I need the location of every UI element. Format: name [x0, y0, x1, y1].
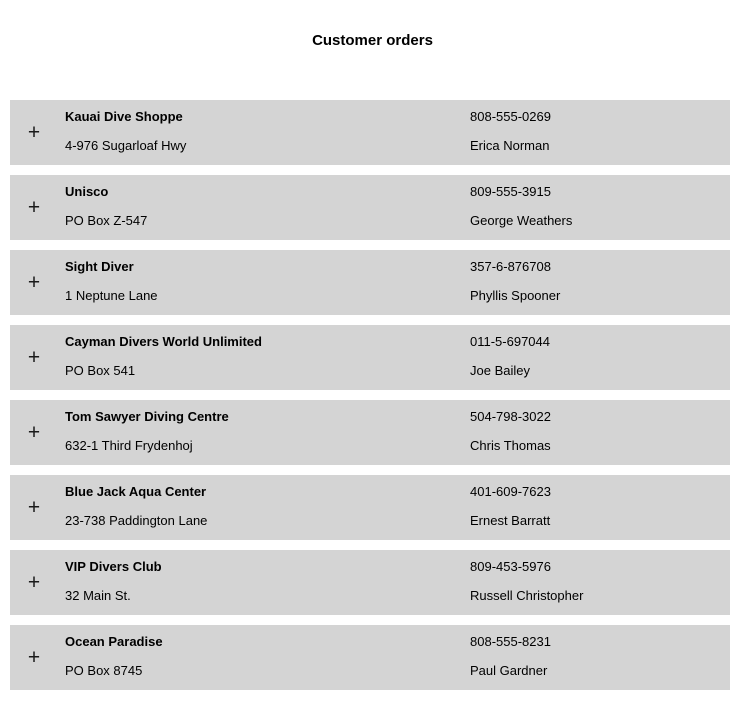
expand-row-button[interactable]: + [24, 270, 44, 294]
plus-icon: + [27, 345, 41, 369]
customer-contact: Ernest Barratt [470, 513, 551, 528]
customer-address: 632-1 Third Frydenhoj [65, 438, 193, 453]
expand-row-button[interactable]: + [24, 645, 44, 669]
customer-contact: Phyllis Spooner [470, 288, 561, 303]
customer-address: PO Box 541 [65, 363, 136, 378]
customer-phone: 504-798-3022 [470, 409, 551, 424]
customer-address: PO Box 8745 [65, 663, 143, 678]
customer-name: Ocean Paradise [65, 634, 163, 649]
expand-row-button[interactable]: + [24, 495, 44, 519]
customer-info-column: Kauai Dive Shoppe 4-976 Sugarloaf Hwy [65, 109, 455, 153]
expand-row-button[interactable]: + [24, 195, 44, 219]
expand-row-button[interactable]: + [24, 420, 44, 444]
customer-row: + Cayman Divers World Unlimited PO Box 5… [10, 325, 730, 390]
customer-contact-column: 357-6-876708 Phyllis Spooner [470, 259, 720, 303]
customer-name: Kauai Dive Shoppe [65, 109, 183, 124]
customer-contact: Paul Gardner [470, 663, 548, 678]
customer-info-column: Sight Diver 1 Neptune Lane [65, 259, 455, 303]
expand-row-button[interactable]: + [24, 120, 44, 144]
customer-info-column: Unisco PO Box Z-547 [65, 184, 455, 228]
customer-info-column: Tom Sawyer Diving Centre 632-1 Third Fry… [65, 409, 455, 453]
customer-info-column: VIP Divers Club 32 Main St. [65, 559, 455, 603]
plus-icon: + [27, 570, 41, 594]
customer-contact-column: 809-555-3915 George Weathers [470, 184, 720, 228]
customer-info-column: Cayman Divers World Unlimited PO Box 541 [65, 334, 455, 378]
plus-icon: + [27, 645, 41, 669]
customer-name: VIP Divers Club [65, 559, 162, 574]
customer-contact: Chris Thomas [470, 438, 551, 453]
page-title: Customer orders [312, 32, 433, 49]
customer-phone: 808-555-0269 [470, 109, 551, 124]
customer-address: 4-976 Sugarloaf Hwy [65, 138, 187, 153]
customer-contact-column: 401-609-7623 Ernest Barratt [470, 484, 720, 528]
customer-name: Tom Sawyer Diving Centre [65, 409, 229, 424]
customer-info-column: Blue Jack Aqua Center 23-738 Paddington … [65, 484, 455, 528]
customer-contact-column: 808-555-8231 Paul Gardner [470, 634, 720, 678]
customer-name: Unisco [65, 184, 109, 199]
customer-row: + Kauai Dive Shoppe 4-976 Sugarloaf Hwy … [10, 100, 730, 165]
customer-row: + VIP Divers Club 32 Main St. 809-453-59… [10, 550, 730, 615]
customer-phone: 808-555-8231 [470, 634, 551, 649]
customer-address: 23-738 Paddington Lane [65, 513, 208, 528]
customer-contact-column: 011-5-697044 Joe Bailey [470, 334, 720, 378]
customer-row: + Ocean Paradise PO Box 8745 808-555-823… [10, 625, 730, 690]
customer-contact-column: 504-798-3022 Chris Thomas [470, 409, 720, 453]
customer-phone: 809-453-5976 [470, 559, 551, 574]
expand-row-button[interactable]: + [24, 570, 44, 594]
customer-name: Cayman Divers World Unlimited [65, 334, 262, 349]
customer-contact-column: 808-555-0269 Erica Norman [470, 109, 720, 153]
customer-contact-column: 809-453-5976 Russell Christopher [470, 559, 720, 603]
customer-phone: 809-555-3915 [470, 184, 551, 199]
customer-phone: 357-6-876708 [470, 259, 551, 274]
customer-address: PO Box Z-547 [65, 213, 148, 228]
plus-icon: + [27, 195, 41, 219]
customer-contact: Russell Christopher [470, 588, 584, 603]
customer-name: Blue Jack Aqua Center [65, 484, 207, 499]
customer-list: + Kauai Dive Shoppe 4-976 Sugarloaf Hwy … [10, 100, 730, 700]
customer-info-column: Ocean Paradise PO Box 8745 [65, 634, 455, 678]
customer-name: Sight Diver [65, 259, 134, 274]
customer-row: + Blue Jack Aqua Center 23-738 Paddingto… [10, 475, 730, 540]
customer-contact: Joe Bailey [470, 363, 530, 378]
customer-row: + Sight Diver 1 Neptune Lane 357-6-87670… [10, 250, 730, 315]
customer-contact: George Weathers [470, 213, 573, 228]
expand-row-button[interactable]: + [24, 345, 44, 369]
customer-address: 32 Main St. [65, 588, 131, 603]
plus-icon: + [27, 270, 41, 294]
customer-address: 1 Neptune Lane [65, 288, 158, 303]
customer-row: + Tom Sawyer Diving Centre 632-1 Third F… [10, 400, 730, 465]
plus-icon: + [27, 495, 41, 519]
customer-contact: Erica Norman [470, 138, 550, 153]
customer-row: + Unisco PO Box Z-547 809-555-3915 Georg… [10, 175, 730, 240]
customer-phone: 401-609-7623 [470, 484, 551, 499]
plus-icon: + [27, 420, 41, 444]
customer-phone: 011-5-697044 [470, 334, 550, 349]
plus-icon: + [27, 120, 41, 144]
